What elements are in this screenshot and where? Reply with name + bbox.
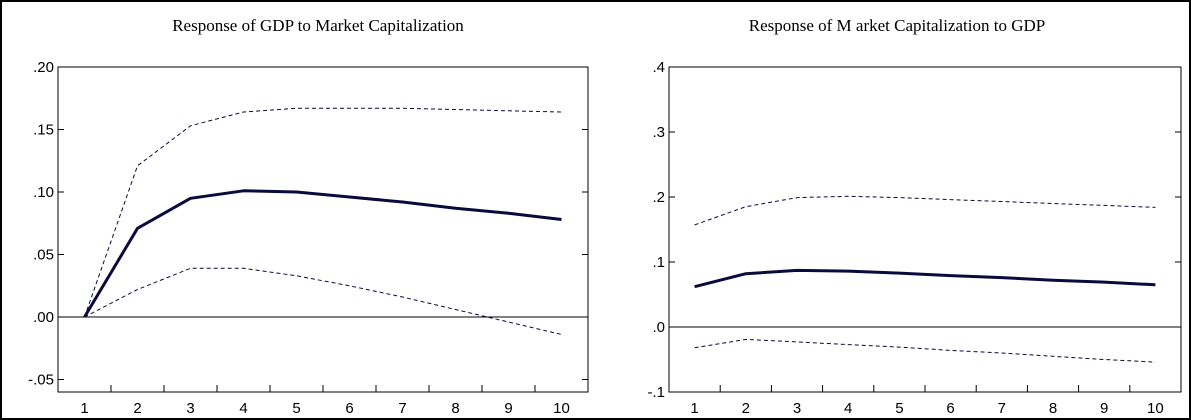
x-tick-label-right: 5 — [895, 400, 903, 417]
y-tick-label-left: .00 — [33, 309, 54, 326]
y-tick-label-right: .0 — [652, 319, 665, 336]
x-tick-label-left: 9 — [504, 400, 512, 417]
chart-title-left: Response of GDP to Market Capitalization — [172, 16, 464, 35]
x-tick-label-left: 6 — [345, 400, 353, 417]
plot-area-right — [668, 66, 1182, 393]
series-response-line-right — [694, 268, 1156, 289]
x-tick-label-left: 3 — [186, 400, 194, 417]
x-tick-label-right: 2 — [742, 400, 750, 417]
x-tick-label-left: 1 — [80, 400, 88, 417]
x-tick-label-right: 10 — [1147, 400, 1164, 417]
x-tick-label-left: 8 — [451, 400, 459, 417]
x-tick-label-left: 10 — [553, 400, 570, 417]
x-tick-label-right: 6 — [946, 400, 954, 417]
series-upper-line-left — [84, 107, 562, 318]
x-tick-label-left: 5 — [292, 400, 300, 417]
y-tick-label-right: .1 — [652, 254, 665, 271]
x-tick-label-right: 4 — [844, 400, 852, 417]
series-lower-line-left — [84, 267, 562, 335]
y-tick-label-left: .15 — [33, 122, 54, 139]
x-tick-label-right: 1 — [690, 400, 698, 417]
x-tick-label-right: 3 — [793, 400, 801, 417]
y-tick-label-right: -.1 — [647, 384, 665, 401]
x-tick-label-left: 2 — [133, 400, 141, 417]
chart-title-right: Response of M arket Capitalization to GD… — [749, 16, 1046, 35]
y-tick-label-left: .10 — [33, 184, 54, 201]
y-tick-label-right: .3 — [652, 124, 665, 141]
series-response-line-left — [83, 189, 562, 318]
x-tick-label-left: 7 — [398, 400, 406, 417]
series-lower-line-right — [694, 338, 1156, 363]
y-tick-label-right: .2 — [652, 189, 665, 206]
x-tick-label-right: 7 — [998, 400, 1006, 417]
y-tick-label-left: -.05 — [28, 372, 54, 389]
x-tick-label-right: 8 — [1049, 400, 1057, 417]
series-upper-line-right — [694, 195, 1156, 226]
x-tick-label-left: 4 — [239, 400, 247, 417]
y-tick-label-left: .05 — [33, 247, 54, 264]
y-tick-label-left: .20 — [33, 59, 54, 76]
y-tick-label-right: .4 — [652, 59, 665, 76]
x-tick-label-right: 9 — [1100, 400, 1108, 417]
